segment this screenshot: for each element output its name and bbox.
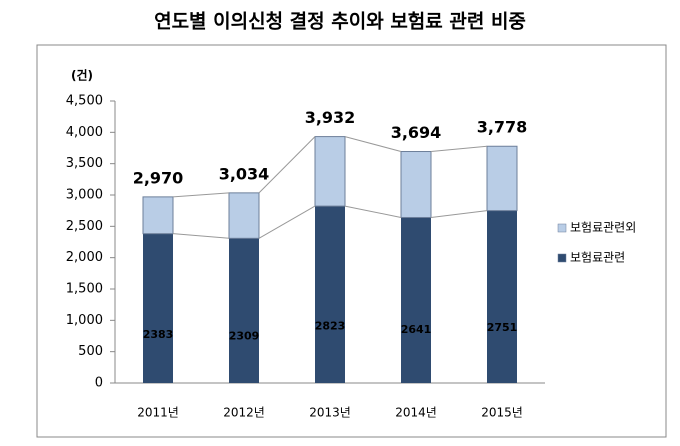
chart-title: 연도별 이의신청 결정 추이와 보험료 관련 비중 xyxy=(154,11,526,33)
y-tick-label: 4,000 xyxy=(66,125,103,140)
legend-label: 보험료관련외 xyxy=(570,221,636,235)
connector-line xyxy=(430,210,488,218)
y-tick-label: 3,500 xyxy=(66,156,103,171)
bar-segment xyxy=(487,210,517,383)
bar-segment xyxy=(315,206,345,383)
total-label: 3,694 xyxy=(391,123,442,142)
x-tick-label: 2015년 xyxy=(481,406,523,420)
legend-swatch xyxy=(557,223,567,233)
bar-segment xyxy=(228,192,260,239)
y-tick-label: 2,500 xyxy=(66,219,103,234)
bar-segment xyxy=(401,217,431,383)
bar-value-label: 2641 xyxy=(401,323,432,336)
bar-segment xyxy=(486,145,518,212)
y-tick-label: 3,000 xyxy=(66,188,103,203)
chart-frame xyxy=(36,44,667,438)
legend-swatch xyxy=(557,253,567,263)
connector-line xyxy=(172,233,230,239)
x-tick-label: 2013년 xyxy=(309,406,351,420)
bar-segment xyxy=(229,238,259,383)
connector-line xyxy=(258,205,316,239)
y-tick-label: 1,500 xyxy=(66,282,103,297)
y-tick-label: 4,500 xyxy=(66,94,103,109)
y-tick-label: 2,000 xyxy=(66,250,103,265)
bar-segment xyxy=(314,136,346,207)
bar-segment xyxy=(143,233,173,383)
total-label: 2,970 xyxy=(133,168,184,187)
bar-value-label: 2823 xyxy=(315,319,346,332)
x-tick-label: 2011년 xyxy=(137,406,179,420)
bar-segment xyxy=(142,196,174,235)
bar-segment xyxy=(400,151,432,218)
connector-line xyxy=(430,145,488,153)
connector-line xyxy=(172,192,230,198)
connector-line xyxy=(258,136,316,194)
total-label: 3,932 xyxy=(305,108,356,127)
connector-line xyxy=(344,136,402,152)
y-unit: (건) xyxy=(71,68,93,83)
y-tick-label: 1,000 xyxy=(66,313,103,328)
bar-value-label: 2751 xyxy=(487,321,518,334)
y-tick-label: 0 xyxy=(95,376,103,391)
y-tick-label: 500 xyxy=(78,344,103,359)
total-label: 3,034 xyxy=(219,164,270,183)
x-tick-label: 2012년 xyxy=(223,406,265,420)
x-tick-label: 2014년 xyxy=(395,406,437,420)
legend-label: 보험료관련 xyxy=(570,251,625,265)
connector-line xyxy=(344,205,402,218)
bar-value-label: 2383 xyxy=(143,328,174,341)
bar-value-label: 2309 xyxy=(229,330,260,343)
total-label: 3,778 xyxy=(477,118,528,137)
